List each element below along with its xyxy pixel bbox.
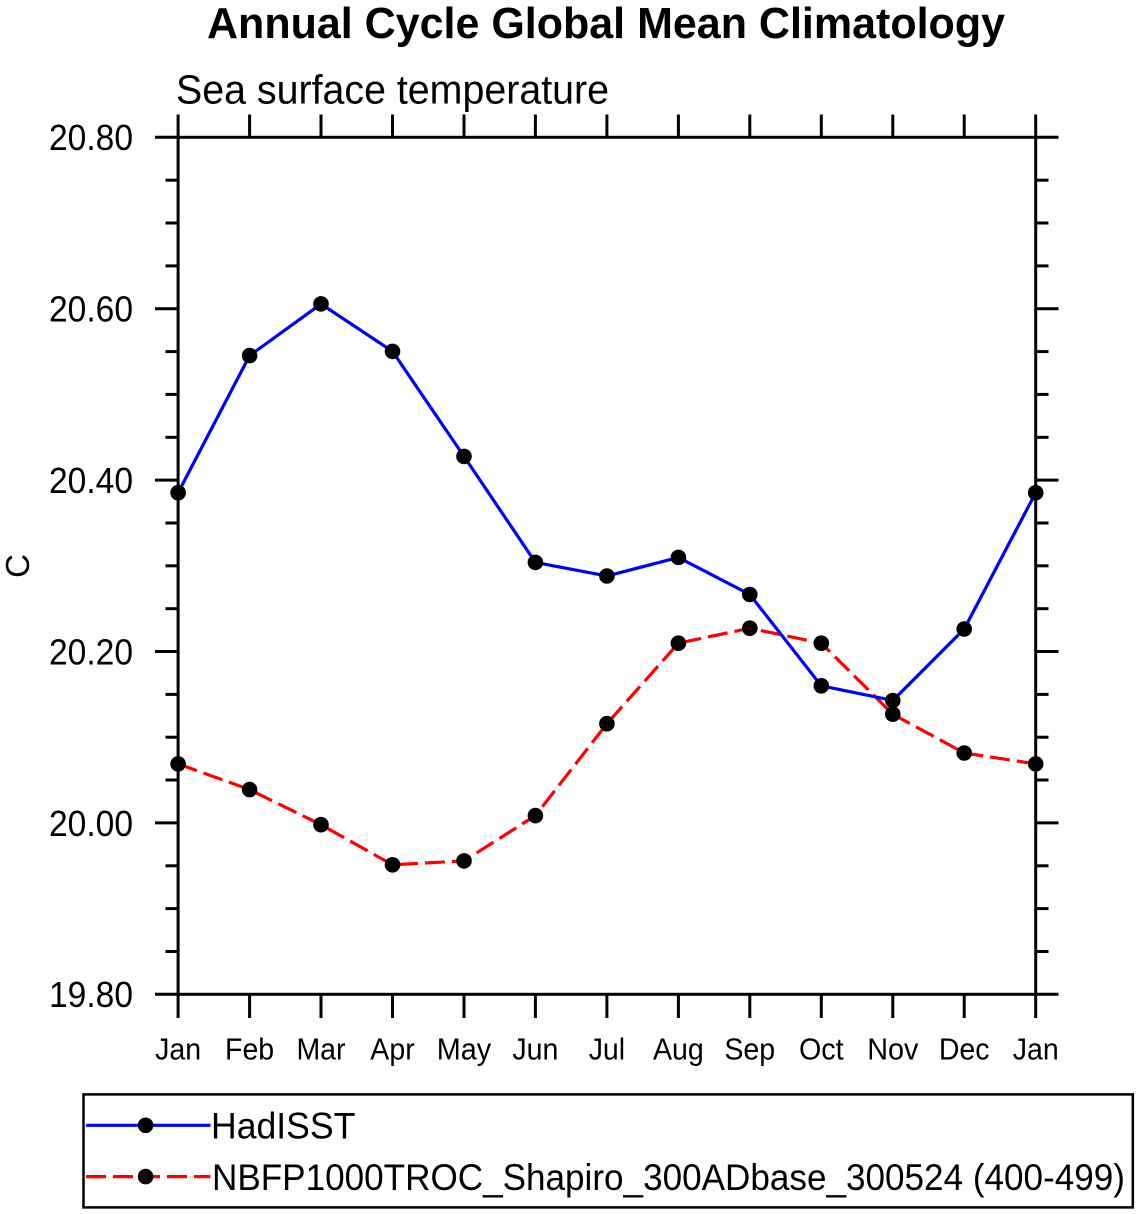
- svg-text:Jun: Jun: [512, 1032, 558, 1067]
- svg-text:NBFP1000TROC_Shapiro_300ADbase: NBFP1000TROC_Shapiro_300ADbase_300524 (4…: [212, 1157, 1125, 1198]
- svg-text:May: May: [437, 1032, 492, 1067]
- svg-text:Nov: Nov: [867, 1032, 919, 1067]
- svg-text:Annual Cycle Global Mean Clima: Annual Cycle Global Mean Climatology: [207, 0, 1006, 48]
- svg-text:Sea surface temperature: Sea surface temperature: [176, 67, 609, 113]
- svg-text:HadISST: HadISST: [211, 1105, 355, 1146]
- svg-text:Jan: Jan: [155, 1032, 201, 1067]
- svg-text:20.20: 20.20: [49, 631, 133, 672]
- svg-text:20.40: 20.40: [49, 460, 133, 501]
- svg-text:19.80: 19.80: [49, 974, 133, 1015]
- svg-text:Jul: Jul: [589, 1032, 625, 1067]
- svg-text:Mar: Mar: [296, 1032, 345, 1067]
- svg-text:Feb: Feb: [225, 1032, 274, 1067]
- svg-text:20.80: 20.80: [49, 117, 133, 158]
- svg-text:Aug: Aug: [653, 1032, 704, 1067]
- svg-text:Dec: Dec: [939, 1032, 990, 1067]
- svg-text:C: C: [0, 554, 36, 578]
- svg-text:20.60: 20.60: [49, 289, 133, 330]
- svg-text:Apr: Apr: [370, 1032, 414, 1067]
- svg-text:Oct: Oct: [799, 1032, 844, 1067]
- svg-text:Jan: Jan: [1013, 1032, 1059, 1067]
- svg-text:20.00: 20.00: [49, 803, 133, 844]
- svg-text:Sep: Sep: [724, 1032, 775, 1067]
